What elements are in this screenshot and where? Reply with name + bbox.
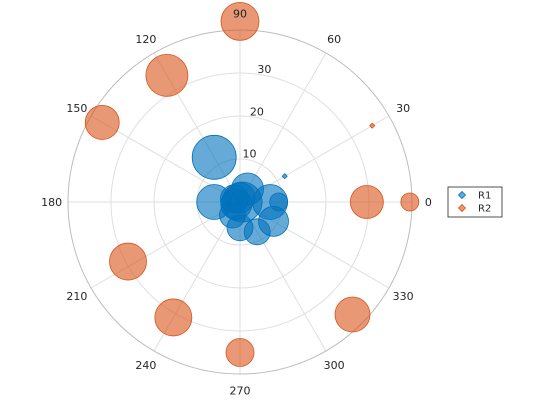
data-point-r2 — [220, 1, 260, 41]
data-point-r2 — [400, 192, 420, 212]
theta-tick-label: 150 — [66, 102, 87, 115]
theta-tick-label: 300 — [324, 359, 345, 372]
theta-tick-label: 210 — [66, 290, 87, 303]
data-point-r2 — [225, 338, 255, 367]
data-point-r2 — [145, 53, 189, 97]
theta-tick-label: 90 — [233, 8, 247, 21]
theta-tick-label: 0 — [425, 196, 432, 209]
data-point-r1 — [191, 134, 237, 180]
theta-tick-label: 180 — [41, 196, 62, 209]
data-marks — [84, 1, 420, 367]
theta-tick-label: 120 — [135, 33, 156, 46]
theta-tick-label: 240 — [135, 359, 156, 372]
axis-labels: 0 30 60 90 120 150 180 210 240 270 300 330 10 20 30 — [41, 8, 432, 398]
theta-tick-label: 270 — [230, 384, 251, 397]
data-point-r2 — [109, 242, 147, 281]
r-tick-label: 10 — [242, 148, 256, 161]
data-point-r1 — [281, 173, 288, 180]
data-point-r2 — [369, 122, 376, 129]
theta-tick-label: 30 — [396, 102, 410, 115]
data-point-r2 — [84, 105, 120, 140]
data-point-r2 — [334, 296, 371, 333]
theta-tick-label: 330 — [393, 290, 414, 303]
legend-label-r2: R2 — [478, 204, 491, 215]
data-point-r2 — [154, 298, 193, 337]
legend-label-r1: R1 — [478, 191, 491, 202]
r-tick-label: 20 — [250, 105, 264, 118]
data-point-r1 — [252, 184, 289, 220]
r-tick-label: 30 — [257, 63, 271, 76]
data-point-r2 — [349, 185, 384, 219]
legend-box — [447, 186, 503, 218]
legend-marker-r2 — [457, 203, 467, 213]
theta-tick-label: 60 — [327, 33, 341, 46]
legend-marker-r1 — [457, 190, 467, 200]
